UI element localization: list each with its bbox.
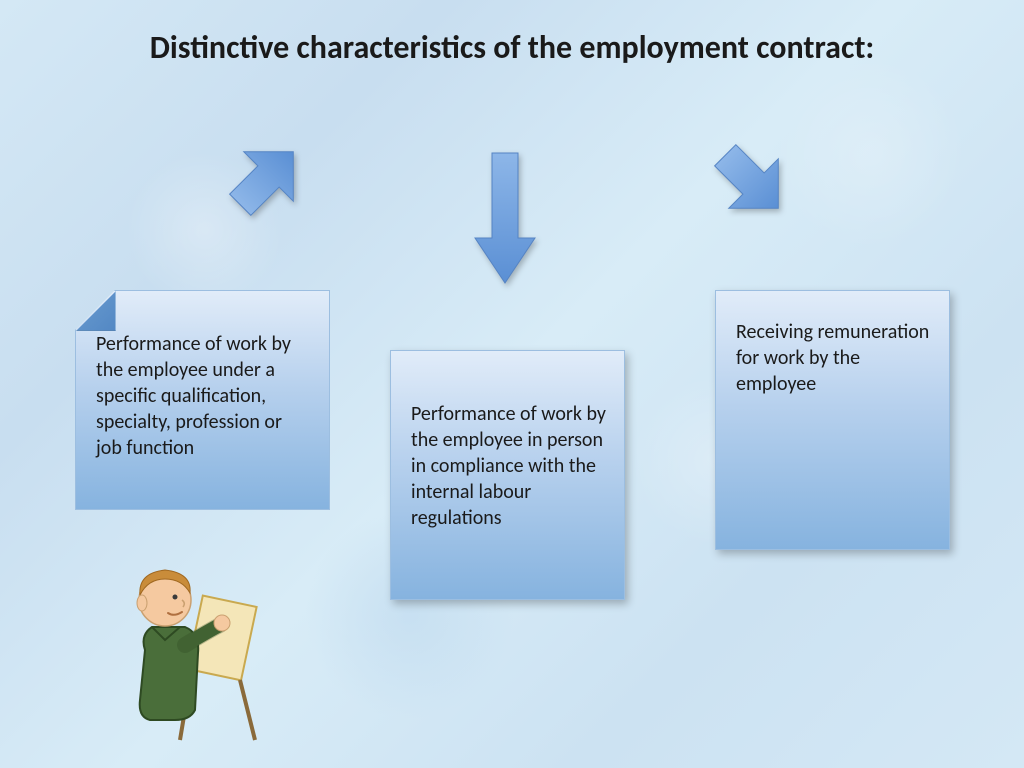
card-qualification: Performance of work by the employee unde…: [75, 290, 330, 510]
card-text: Receiving remuneration for work by the e…: [736, 319, 931, 397]
card-in-person: Performance of work by the employee in p…: [390, 350, 625, 600]
card-text: Performance of work by the employee in p…: [411, 401, 606, 531]
person-writing-icon: [90, 545, 270, 745]
arrow-left: [205, 135, 325, 225]
arrow-center: [470, 148, 540, 288]
card-remuneration: Receiving remuneration for work by the e…: [715, 290, 950, 550]
card-fold-icon: [76, 291, 116, 331]
slide-title: Distinctive characteristics of the emplo…: [0, 28, 1024, 68]
arrow-right: [690, 135, 810, 225]
card-text: Performance of work by the employee unde…: [96, 331, 311, 461]
